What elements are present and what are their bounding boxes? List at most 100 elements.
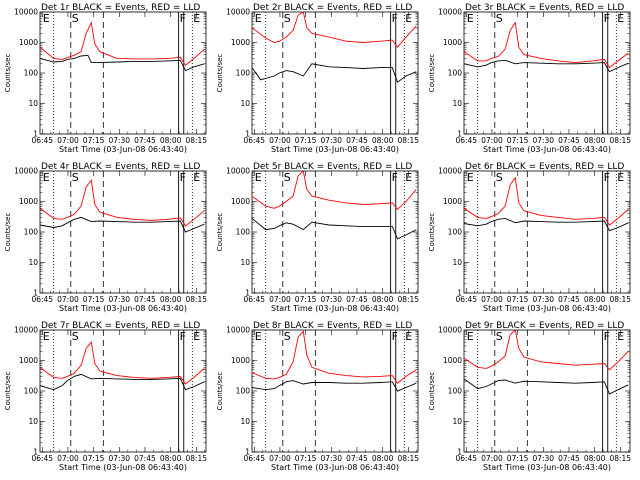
y-tick-label: 100 — [236, 387, 251, 396]
y-tick-label: 1000 — [443, 38, 462, 47]
y-axis-label: Counts/sec — [216, 213, 224, 252]
y-tick-label: 100 — [24, 387, 39, 396]
y-tick-label: 10 — [452, 258, 462, 267]
y-axis-label: Counts/sec — [216, 372, 224, 411]
x-tick-label: 07:15 — [295, 454, 317, 463]
x-axis-label: Start Time (03-Jun-08 06:43:40) — [483, 145, 611, 154]
x-tick-label: 07:30 — [108, 295, 130, 304]
x-tick-label: 07:00 — [57, 295, 79, 304]
y-axis-label: Counts/sec — [428, 372, 436, 411]
x-tick-label: 08:00 — [584, 454, 606, 463]
x-tick-label: 06:45 — [243, 454, 265, 463]
y-tick-label: 1000 — [19, 356, 38, 365]
interval-marker-e: E — [255, 171, 262, 184]
interval-marker-s: S — [496, 330, 503, 343]
interval-marker-s: S — [72, 12, 79, 25]
x-tick-label: 07:30 — [108, 454, 130, 463]
interval-marker-f: F — [604, 12, 610, 25]
y-tick-label: 10000 — [14, 326, 38, 335]
x-tick-label: 06:45 — [31, 136, 53, 145]
x-tick-label: 07:15 — [83, 295, 105, 304]
y-tick-label: 1 — [33, 289, 38, 298]
panel-det4: Det 4r BLACK = Events, RED = LLD 1 10 100 10… — [4, 162, 207, 313]
interval-marker-e: E — [467, 171, 474, 184]
y-tick-label: 10 — [452, 99, 462, 108]
x-axis-label: Start Time (03-Jun-08 06:43:40) — [59, 145, 187, 154]
y-tick-label: 100 — [448, 387, 463, 396]
y-tick-label: 1 — [33, 130, 38, 139]
y-tick-label: 10000 — [226, 8, 250, 17]
x-tick-label: 08:15 — [609, 295, 631, 304]
x-tick-label: 08:00 — [372, 136, 394, 145]
x-tick-label: 06:45 — [243, 136, 265, 145]
x-tick-label: 07:45 — [134, 295, 156, 304]
y-tick-label: 10 — [452, 417, 462, 426]
interval-marker-s: S — [284, 330, 291, 343]
x-tick-label: 07:45 — [558, 454, 580, 463]
panel-det6: Det 6r BLACK = Events, RED = LLD 1 10 100 10… — [428, 162, 631, 313]
panel-title: Det 7r BLACK = Events, RED = LLD — [41, 321, 200, 331]
y-tick-label: 1 — [245, 448, 250, 457]
interval-marker-f: F — [392, 171, 398, 184]
x-tick-label: 07:00 — [481, 136, 503, 145]
y-tick-label: 10000 — [438, 167, 462, 176]
x-tick-label: 07:15 — [83, 136, 105, 145]
y-tick-label: 1000 — [19, 197, 38, 206]
panel-title: Det 4r BLACK = Events, RED = LLD — [41, 162, 200, 172]
x-tick-label: 07:45 — [346, 454, 368, 463]
x-tick-label: 07:00 — [481, 454, 503, 463]
x-tick-label: 06:45 — [455, 136, 477, 145]
interval-marker-e: E — [43, 12, 50, 25]
y-tick-label: 10000 — [226, 326, 250, 335]
panel-title: Det 1r BLACK = Events, RED = LLD — [41, 3, 200, 13]
panel-title: Det 9r BLACK = Events, RED = LLD — [465, 321, 624, 331]
x-tick-label: 08:00 — [584, 295, 606, 304]
x-axis-label: Start Time (03-Jun-08 06:43:40) — [483, 463, 611, 472]
plot-frame — [251, 11, 419, 135]
x-tick-label: 07:45 — [346, 295, 368, 304]
interval-marker-s: S — [72, 171, 79, 184]
plot-frame — [463, 170, 631, 294]
x-tick-label: 06:45 — [455, 295, 477, 304]
x-tick-label: 08:15 — [609, 454, 631, 463]
x-tick-label: 08:15 — [397, 454, 419, 463]
x-tick-label: 07:00 — [269, 136, 291, 145]
interval-marker-e: E — [617, 12, 624, 25]
interval-marker-f: F — [392, 12, 398, 25]
events-series-line — [40, 54, 205, 72]
panel-det8: Det 8r BLACK = Events, RED = LLD 1 10 100 10… — [216, 321, 419, 472]
y-tick-label: 10000 — [438, 326, 462, 335]
interval-marker-e: E — [467, 330, 474, 343]
x-tick-label: 07:30 — [320, 295, 342, 304]
lld-series-line — [464, 176, 629, 226]
y-axis-label: Counts/sec — [4, 372, 12, 411]
y-tick-label: 1 — [457, 289, 462, 298]
events-series-line — [464, 378, 629, 395]
y-tick-label: 1000 — [443, 356, 462, 365]
interval-marker-f: F — [180, 12, 186, 25]
panel-det2: Det 2r BLACK = Events, RED = LLD 1 10 100 10… — [216, 3, 419, 154]
panel-title: Det 6r BLACK = Events, RED = LLD — [465, 162, 624, 172]
x-tick-label: 08:15 — [185, 454, 207, 463]
interval-marker-e: E — [405, 171, 412, 184]
x-tick-label: 07:45 — [558, 295, 580, 304]
y-tick-label: 1000 — [231, 197, 250, 206]
x-tick-label: 07:30 — [320, 136, 342, 145]
y-tick-label: 100 — [236, 69, 251, 78]
lld-series-line — [40, 21, 205, 66]
x-axis-label: Start Time (03-Jun-08 06:43:40) — [271, 304, 399, 313]
interval-marker-e: E — [617, 171, 624, 184]
x-axis-label: Start Time (03-Jun-08 06:43:40) — [59, 463, 187, 472]
plot-frame — [39, 170, 207, 294]
x-tick-label: 07:00 — [57, 136, 79, 145]
x-tick-label: 08:00 — [584, 136, 606, 145]
y-tick-label: 100 — [448, 228, 463, 237]
y-tick-label: 1000 — [443, 197, 462, 206]
y-axis-label: Counts/sec — [4, 54, 12, 93]
x-tick-label: 07:30 — [532, 454, 554, 463]
events-series-line — [464, 59, 629, 73]
x-tick-label: 07:15 — [295, 136, 317, 145]
x-tick-label: 07:45 — [134, 136, 156, 145]
lld-series-line — [464, 21, 629, 69]
